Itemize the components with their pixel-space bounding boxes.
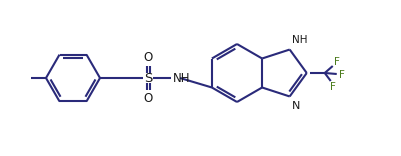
Text: O: O <box>144 51 153 64</box>
Text: F: F <box>330 82 336 92</box>
Text: NH: NH <box>173 71 190 85</box>
Text: N: N <box>292 101 300 111</box>
Text: O: O <box>144 92 153 105</box>
Text: F: F <box>334 57 340 67</box>
Text: F: F <box>339 70 345 80</box>
Text: NH: NH <box>292 34 307 45</box>
Text: S: S <box>144 71 152 85</box>
